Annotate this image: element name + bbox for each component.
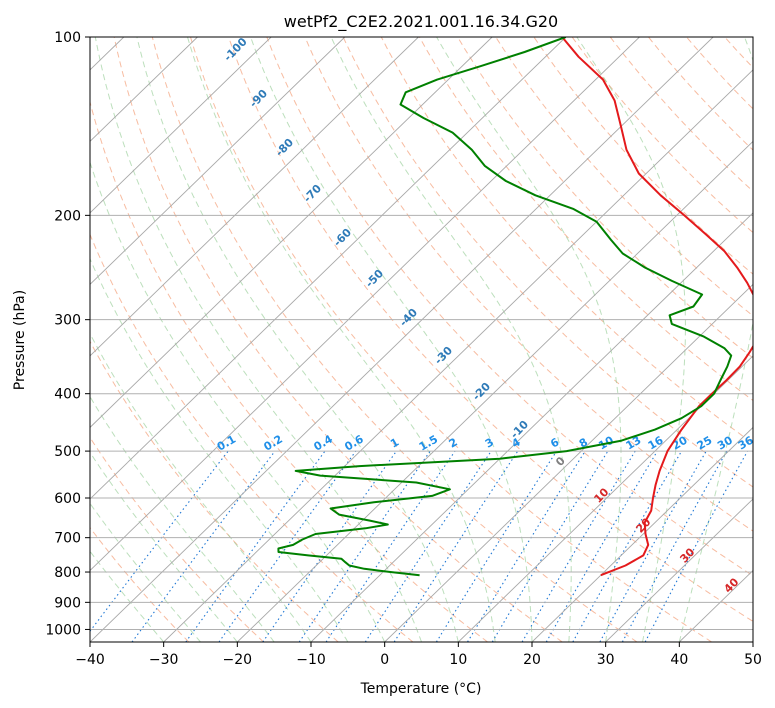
y-axis-label: Pressure (hPa) [12,290,28,390]
isotherm-line [90,37,272,214]
series-line-2 [277,37,733,577]
isotherm-line [163,69,753,642]
dry-adiabat [90,340,339,642]
dry-adiabat [90,100,488,642]
mixing-ratio-line [218,450,357,642]
mixing-ratio-line [621,450,728,642]
dry-adiabat [266,37,753,577]
moist-adiabat [90,550,165,642]
y-tick-label: 900 [54,595,81,611]
isotherm-line [90,37,640,572]
y-tick-label: 500 [54,444,81,460]
y-tick-label: 800 [54,565,81,581]
dry-adiabat [90,436,264,642]
x-tick-label: −40 [75,652,105,668]
mixing-ratio-line [644,450,748,642]
mixing-ratio-line [325,450,456,642]
isotherm-line [310,212,753,642]
mixing-ratio-line [262,450,397,642]
moist-adiabat [90,395,275,642]
moist-adiabat [330,37,572,642]
isotherm-line [458,355,753,642]
x-tick-label: 40 [670,652,688,668]
dry-adiabat [495,37,753,317]
dry-adiabat [304,37,753,532]
moist-adiabat [90,502,201,642]
x-tick-label: −10 [296,652,326,668]
y-tick-label: 1000 [45,622,81,638]
x-axis-label: Temperature (°C) [360,681,482,697]
plot-frame [89,36,754,643]
moist-adiabat [90,451,238,642]
x-tick-label: −20 [223,652,253,668]
y-tick-label: 400 [54,387,81,403]
mixing-ratio-line [435,450,558,642]
y-tick-label: 700 [54,531,81,547]
chart-title: wetPf2_C2E2.2021.001.16.34.G20 [284,12,558,32]
y-tick-label: 100 [54,30,81,46]
isotherm-line [90,37,419,357]
x-tick-label: 0 [380,652,389,668]
isotherm-line [90,37,346,286]
isotherm-line [384,283,753,642]
x-tick-label: 30 [597,652,615,668]
mixing-ratio-line [545,450,658,642]
y-tick-label: 300 [54,313,81,329]
isotherm-line [90,37,493,429]
isotherm-line [90,37,567,500]
dry-adiabat [190,37,712,642]
moist-adiabat [250,37,533,642]
mixing-ratio-line [364,450,492,642]
moist-adiabat [576,37,686,642]
dry-adiabat [228,37,753,622]
mixing-ratio-line [521,450,636,642]
isotherm-line [237,140,753,642]
moist-adiabat [436,37,622,642]
isotherm-line [90,37,198,142]
y-tick-label: 200 [54,208,81,224]
moist-adiabat [678,37,753,642]
isotherm-line [605,498,753,642]
moist-adiabat [187,37,496,642]
isotherm-line [90,37,714,642]
y-tick-label: 600 [54,491,81,507]
x-tick-label: 20 [523,652,541,668]
dry-adiabat [113,37,563,642]
x-tick-label: 50 [744,652,762,668]
mixing-ratio-line [298,450,431,642]
mixing-ratio-label: 36 [736,433,756,452]
moist-adiabat [94,37,422,642]
mixing-ratio-line [467,450,586,642]
series-line-1 [561,37,753,577]
mixing-ratio-line [90,450,229,633]
isotherm-line [531,426,753,642]
x-tick-label: 10 [449,652,467,668]
x-tick-label: −30 [149,652,179,668]
moist-adiabat [90,257,349,642]
